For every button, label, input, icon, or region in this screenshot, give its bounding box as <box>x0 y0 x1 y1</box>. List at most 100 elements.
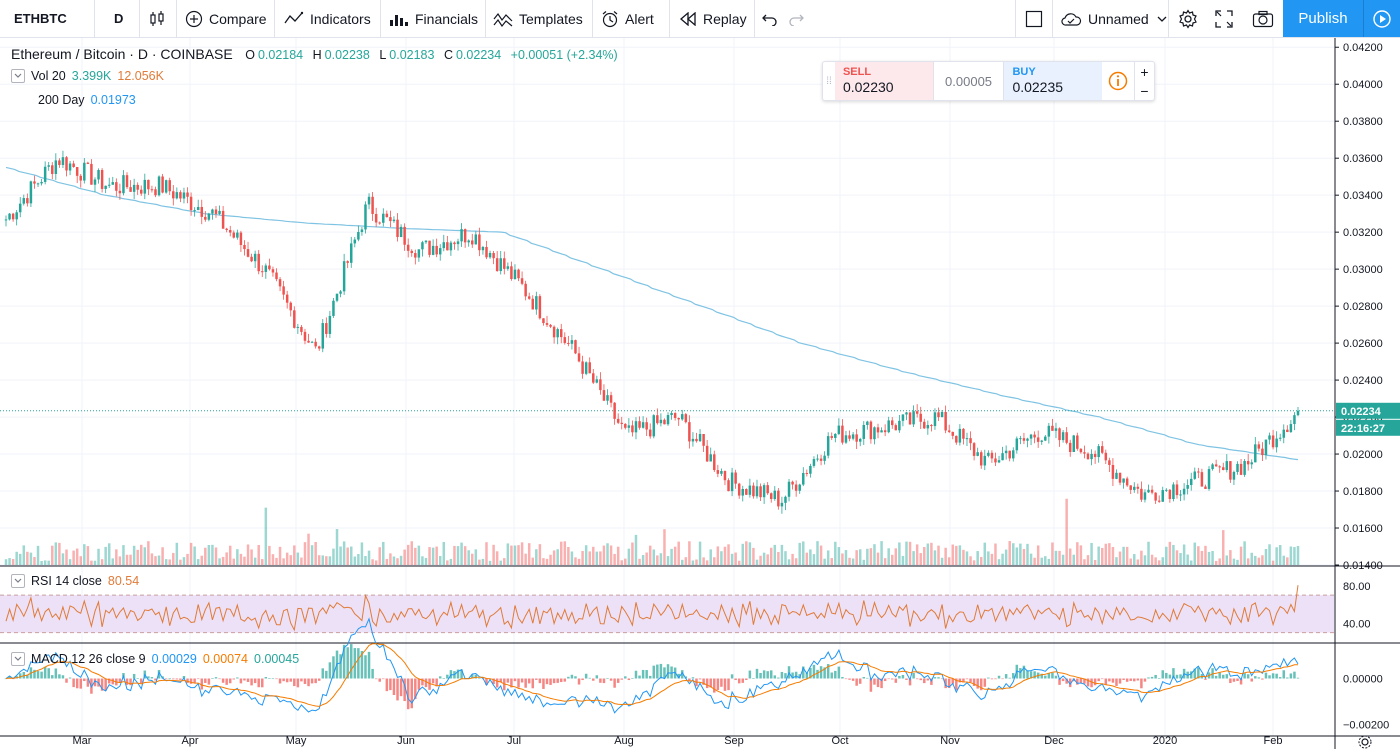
chart-container[interactable]: 0.04200 0.04000 0.03800 0.03600 0.03400 0.032… <box>0 38 1400 749</box>
candle <box>955 435 958 443</box>
candle <box>186 192 189 197</box>
eye-icon[interactable] <box>11 69 25 83</box>
compare-button[interactable]: Compare <box>185 0 267 37</box>
volume-bar <box>574 557 577 565</box>
volume-bar <box>1229 550 1232 565</box>
volume-bar <box>1175 550 1179 565</box>
publish-button[interactable]: Publish <box>1283 0 1363 37</box>
macd-histogram-bar <box>883 678 887 682</box>
interval-button[interactable]: D <box>114 0 123 37</box>
rsi-legend[interactable]: RSI 14 close 80.54 <box>11 574 139 588</box>
candle <box>4 219 8 221</box>
macd-histogram-bar <box>837 666 841 679</box>
macd-histogram-bar <box>257 678 260 688</box>
symbol-search-button[interactable]: ETHBTC <box>14 0 67 37</box>
candle <box>588 362 591 374</box>
candle <box>143 179 147 194</box>
candle <box>737 483 741 496</box>
candle <box>207 213 211 220</box>
macd-histogram-bar <box>204 678 207 683</box>
financials-button[interactable]: Financials <box>389 0 478 37</box>
candle <box>1293 415 1296 425</box>
candle <box>243 245 246 250</box>
redo-button[interactable] <box>788 0 810 37</box>
candle <box>656 415 659 424</box>
volume-bar <box>752 547 755 565</box>
volume-bar <box>161 547 164 565</box>
macd-histogram-bar <box>253 678 257 684</box>
macd-histogram-bar <box>1019 668 1022 679</box>
decrease-button[interactable]: − <box>1140 82 1149 99</box>
sell-button[interactable]: SELL 0.02230 <box>834 62 934 100</box>
volume-bar <box>129 554 132 565</box>
play-circle-icon <box>1373 9 1391 28</box>
candle <box>1076 435 1079 449</box>
toolbar-divider <box>1168 0 1169 37</box>
volume-bar <box>869 548 873 565</box>
candle <box>1286 429 1289 433</box>
replay-label: Replay <box>703 10 747 27</box>
candle <box>11 213 15 220</box>
candle <box>538 296 542 319</box>
symbol-name: ETHBTC <box>14 11 67 26</box>
publish-panel-toggle[interactable] <box>1363 0 1400 37</box>
volume-bar <box>887 548 890 565</box>
eye-icon[interactable] <box>11 574 25 588</box>
ma-legend[interactable]: 200 Day 0.01973 <box>38 93 136 107</box>
candle <box>1236 463 1239 472</box>
screenshot-button[interactable] <box>1252 0 1280 37</box>
volume-bar <box>873 544 876 565</box>
candle <box>321 323 325 349</box>
candle <box>812 459 816 466</box>
ma-value: 0.01973 <box>90 93 136 107</box>
candle <box>168 180 171 192</box>
chart-style-button[interactable] <box>148 0 172 37</box>
increase-button[interactable]: + <box>1140 63 1149 80</box>
fullscreen-button[interactable] <box>1215 0 1239 37</box>
templates-icon <box>493 12 513 27</box>
macd-histogram-bar <box>926 678 930 681</box>
candle <box>417 249 421 258</box>
alert-button[interactable]: Alert <box>601 0 654 37</box>
candle <box>463 229 467 243</box>
volume-bar <box>826 550 830 565</box>
drag-handle-icon[interactable]: ⁞⁞ <box>826 75 832 87</box>
candle <box>325 323 328 334</box>
chart-canvas[interactable]: 0.04200 0.04000 0.03800 0.03600 0.03400 0.032… <box>0 38 1400 749</box>
volume-bar <box>841 553 844 565</box>
indicators-button[interactable]: Indicators <box>284 0 371 37</box>
settings-button[interactable] <box>1178 0 1204 37</box>
macd-legend[interactable]: MACD 12 26 close 9 0.00029 0.00074 0.000… <box>11 652 299 666</box>
eye-icon[interactable] <box>11 652 25 666</box>
volume-bar <box>232 558 236 565</box>
candle <box>164 180 168 193</box>
candle <box>485 246 488 258</box>
macd-histogram-bar <box>1232 678 1236 682</box>
volume-bar <box>211 544 214 565</box>
macd-histogram-bar <box>513 678 517 682</box>
macd-histogram-bar <box>1033 671 1036 679</box>
buy-button[interactable]: BUY 0.02235 <box>1003 62 1103 100</box>
volume-bar <box>328 556 332 565</box>
layout-menu-button[interactable]: Unnamed <box>1060 0 1173 37</box>
candle <box>616 418 620 423</box>
info-button[interactable] <box>1102 62 1134 100</box>
volume-bar <box>243 556 246 565</box>
macd-histogram-bar <box>275 678 278 680</box>
replay-button[interactable]: Replay <box>679 0 747 37</box>
price-tick-label: 0.01400 <box>1343 560 1383 572</box>
macd-histogram-bar <box>923 678 926 684</box>
macd-histogram-bar <box>150 677 154 679</box>
candle <box>399 226 403 238</box>
volume-legend[interactable]: Vol 20 3.399K 12.056K <box>11 69 164 83</box>
candle <box>396 219 399 238</box>
macd-histogram-bar <box>698 678 702 680</box>
undo-button[interactable] <box>762 0 784 37</box>
candle <box>705 445 709 462</box>
candle <box>752 485 755 497</box>
candle <box>577 353 581 362</box>
volume-bar <box>218 558 221 565</box>
fullscreen-layout-button[interactable] <box>1025 0 1049 37</box>
volume-bar <box>342 541 346 565</box>
templates-button[interactable]: Templates <box>493 0 583 37</box>
